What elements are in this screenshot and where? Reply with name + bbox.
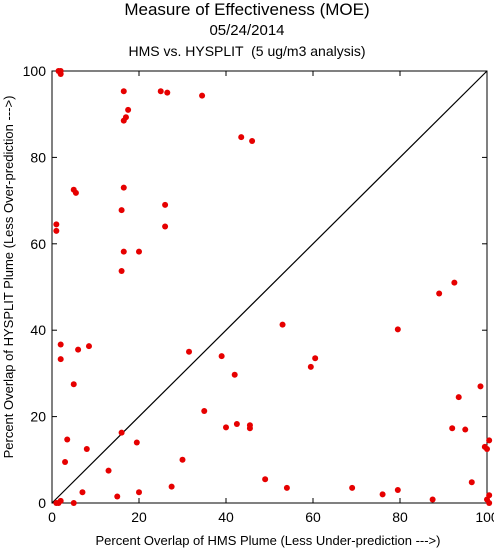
data-point	[262, 476, 269, 483]
y-axis-label: Percent Overlap of HYSPLIT Plume (Less O…	[1, 96, 16, 459]
x-tick-label: 20	[131, 509, 147, 525]
data-point	[199, 92, 206, 99]
data-point	[120, 248, 127, 255]
y-tick-label: 60	[30, 236, 46, 252]
data-point	[201, 407, 208, 414]
data-point	[394, 326, 401, 333]
chart-title: Measure of Effectiveness (MOE)	[124, 0, 370, 19]
data-point	[136, 248, 142, 255]
data-point	[125, 106, 132, 113]
reference-line	[51, 70, 488, 504]
data-point	[136, 489, 142, 496]
x-tick-label: 0	[48, 509, 56, 525]
data-point	[79, 489, 86, 496]
data-point	[486, 500, 493, 506]
y-tick-label: 100	[23, 63, 47, 79]
data-point	[455, 394, 462, 401]
data-point	[162, 201, 169, 208]
data-point	[122, 114, 129, 121]
data-point	[57, 341, 64, 348]
data-point	[249, 137, 256, 144]
data-point	[118, 429, 125, 436]
data-point	[283, 484, 290, 491]
data-point	[72, 189, 79, 196]
data-point	[120, 184, 127, 191]
y-tick-label: 40	[30, 322, 46, 338]
data-point	[279, 321, 286, 328]
data-point	[53, 221, 60, 228]
data-point	[157, 88, 164, 95]
data-point	[349, 484, 356, 491]
data-point	[162, 223, 169, 230]
data-point	[486, 437, 493, 444]
data-point	[218, 353, 225, 360]
data-point	[83, 446, 90, 452]
data-point	[118, 268, 125, 275]
data-point	[186, 348, 193, 355]
data-point	[468, 479, 475, 486]
data-point	[57, 497, 64, 504]
chart-date: 05/24/2014	[209, 22, 285, 39]
data-point	[233, 420, 240, 427]
data-point	[429, 496, 436, 503]
data-point	[462, 426, 469, 433]
x-tick-label: 40	[218, 509, 234, 525]
data-point	[168, 483, 175, 490]
x-tick-label: 100	[475, 509, 494, 525]
data-point	[53, 227, 60, 234]
data-point	[394, 487, 401, 494]
data-point	[70, 500, 77, 506]
data-point	[449, 425, 456, 432]
data-point	[70, 381, 77, 388]
chart-subtitle: HMS vs. HYSPLIT (5 ug/m3 analysis)	[128, 43, 366, 59]
data-point	[312, 355, 319, 362]
data-point	[85, 343, 92, 350]
y-tick-label: 80	[30, 149, 46, 165]
data-point	[246, 425, 253, 432]
data-point	[57, 356, 64, 363]
data-point	[120, 88, 127, 95]
data-point	[484, 446, 490, 452]
data-point	[114, 493, 121, 500]
y-tick-label: 0	[38, 495, 46, 511]
data-point	[179, 456, 186, 463]
data-point	[164, 89, 171, 96]
data-point	[62, 458, 69, 465]
x-axis-label: Percent Overlap of HMS Plume (Less Under…	[96, 533, 441, 548]
points-layer	[53, 68, 493, 506]
data-point	[436, 290, 443, 297]
y-tick-label: 20	[30, 409, 46, 425]
data-point	[118, 207, 125, 214]
data-point	[231, 371, 238, 378]
data-point	[379, 491, 386, 498]
data-point	[486, 492, 493, 499]
data-point	[64, 436, 71, 443]
data-point	[57, 68, 64, 74]
data-point	[133, 439, 140, 446]
data-point	[477, 383, 484, 390]
data-point	[75, 346, 82, 353]
data-point	[451, 279, 458, 286]
data-point	[307, 363, 314, 370]
data-point	[238, 134, 245, 141]
x-tick-label: 60	[305, 509, 321, 525]
plot-frame	[51, 70, 488, 504]
data-point	[105, 467, 112, 474]
x-tick-label: 80	[392, 509, 408, 525]
axes-layer: 0 20 40 60 80 100 0 20 40 60 80 100	[23, 63, 494, 525]
data-point	[223, 424, 229, 431]
